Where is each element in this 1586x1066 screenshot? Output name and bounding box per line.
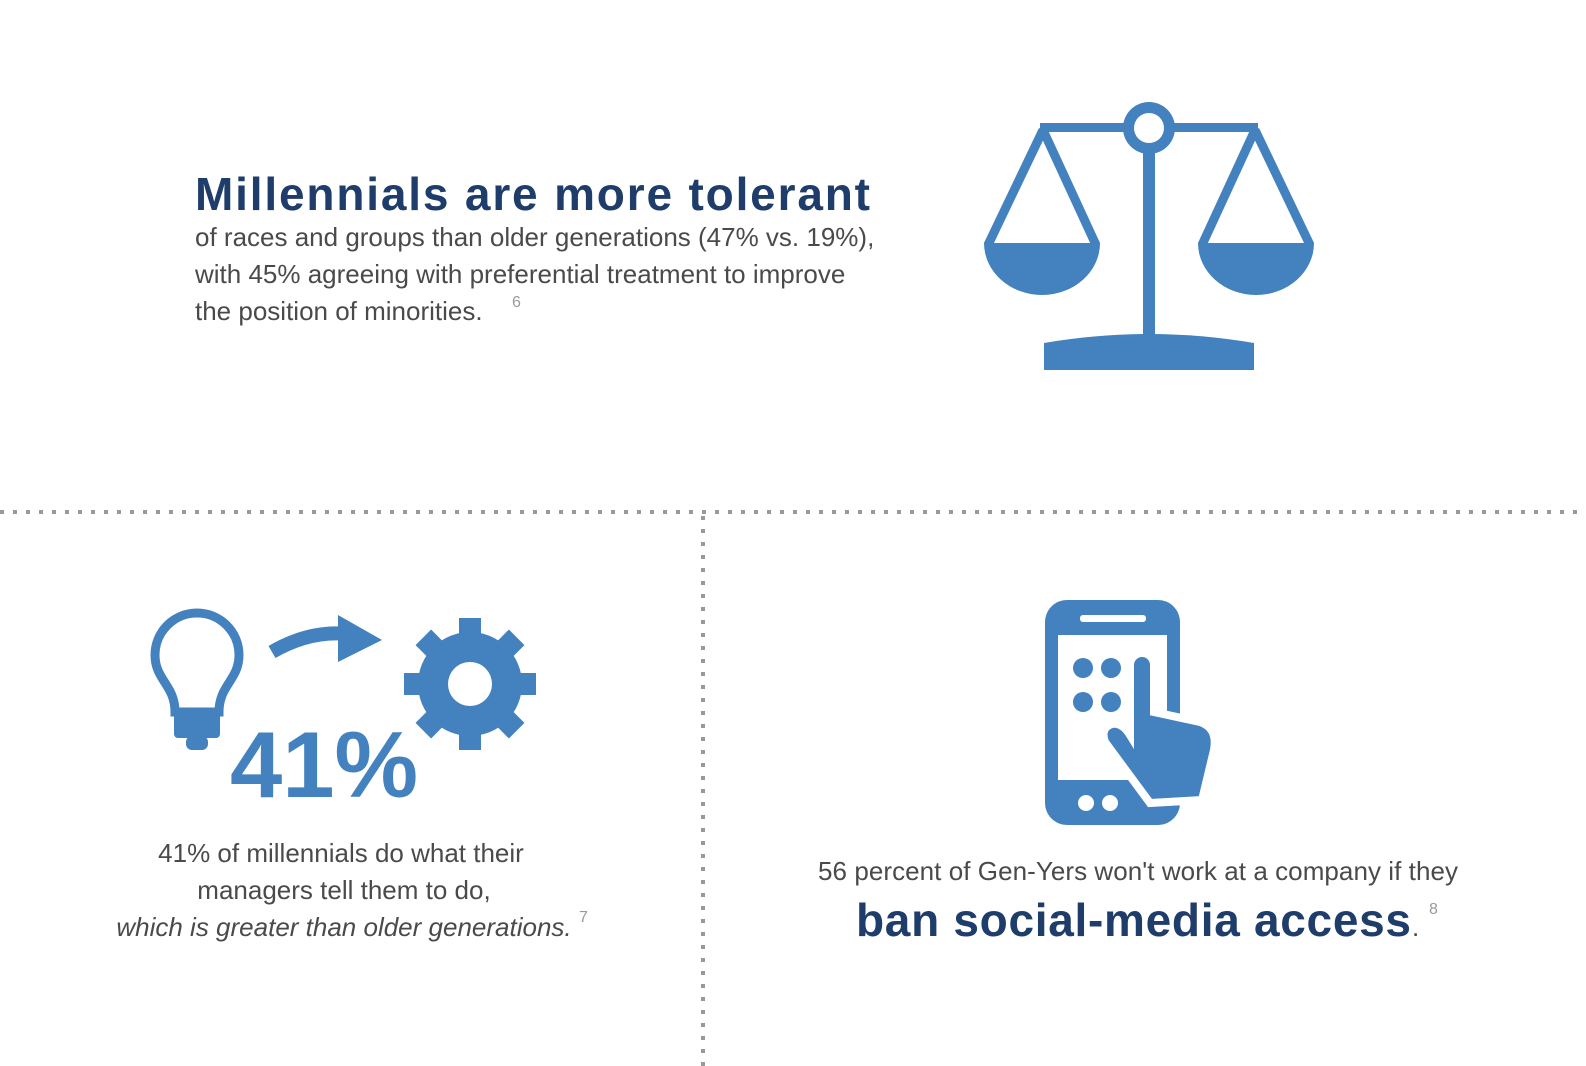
phone-icon <box>1045 600 1219 825</box>
idea-icon <box>150 608 536 750</box>
footnote: 6 <box>512 294 521 311</box>
emphasis: ban social-media access <box>856 894 1411 946</box>
body-line: managers tell them to do, <box>197 875 490 905</box>
body-line: of races and groups than older generatio… <box>195 222 874 252</box>
body-line: which is greater than older generations. <box>116 912 571 942</box>
footnote: 7 <box>579 909 588 926</box>
body-line: 41% of millennials do what their <box>158 838 524 868</box>
period: . <box>1412 912 1419 942</box>
title: Millennials are more tolerant <box>195 168 870 220</box>
footnote: 8 <box>1429 901 1438 918</box>
body-line: the position of minorities. <box>195 296 483 326</box>
big-stat: 41% <box>230 712 418 817</box>
body-line: with 45% agreeing with preferential trea… <box>194 259 845 289</box>
scales-icon <box>983 102 1315 370</box>
body-line: 56 percent of Gen-Yers won't work at a c… <box>818 856 1458 886</box>
